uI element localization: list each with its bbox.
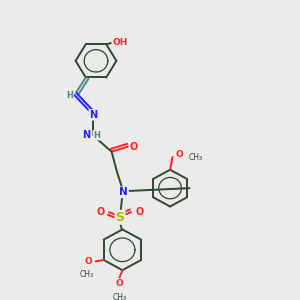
Text: H: H [67, 91, 73, 100]
Text: CH₃: CH₃ [80, 271, 94, 280]
Text: N: N [119, 188, 128, 197]
Text: S: S [116, 211, 124, 224]
Text: N: N [89, 110, 98, 120]
Text: H: H [93, 131, 100, 140]
Text: CH₃: CH₃ [112, 293, 127, 300]
Text: N: N [82, 130, 91, 140]
Text: OH: OH [112, 38, 128, 47]
Text: O: O [175, 150, 183, 159]
Text: O: O [116, 279, 123, 288]
Text: O: O [85, 257, 93, 266]
Text: O: O [135, 207, 143, 217]
Text: O: O [97, 207, 105, 217]
Text: O: O [129, 142, 138, 152]
Text: CH₃: CH₃ [189, 152, 203, 161]
